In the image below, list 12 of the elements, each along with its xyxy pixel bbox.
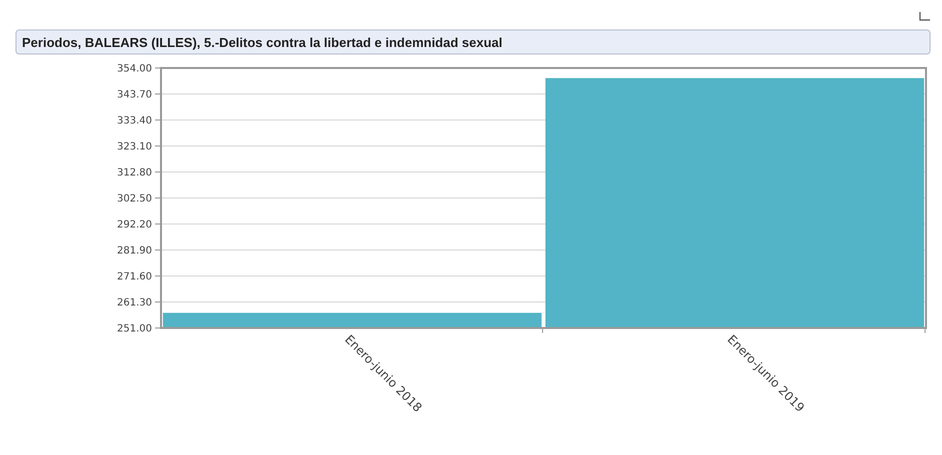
y-tick-label: 312.80 [117, 168, 152, 178]
y-tick-label: 251.00 [117, 324, 152, 334]
y-tick-label: 302.50 [117, 194, 152, 204]
y-tick-label: 281.90 [117, 246, 152, 256]
y-tick-label: 261.30 [117, 298, 152, 308]
y-tick-label: 271.60 [117, 272, 152, 282]
y-tick-label: 354.00 [117, 64, 152, 74]
chart-title: Periodos, BALEARS (ILLES), 5.-Delitos contra la libertad e indemnidad sexual [22, 35, 502, 50]
y-tick-label: 292.20 [117, 220, 152, 230]
y-tick-label: 323.10 [117, 142, 152, 152]
y-tick-label: 333.40 [117, 116, 152, 126]
y-tick-label: 343.70 [117, 90, 152, 100]
